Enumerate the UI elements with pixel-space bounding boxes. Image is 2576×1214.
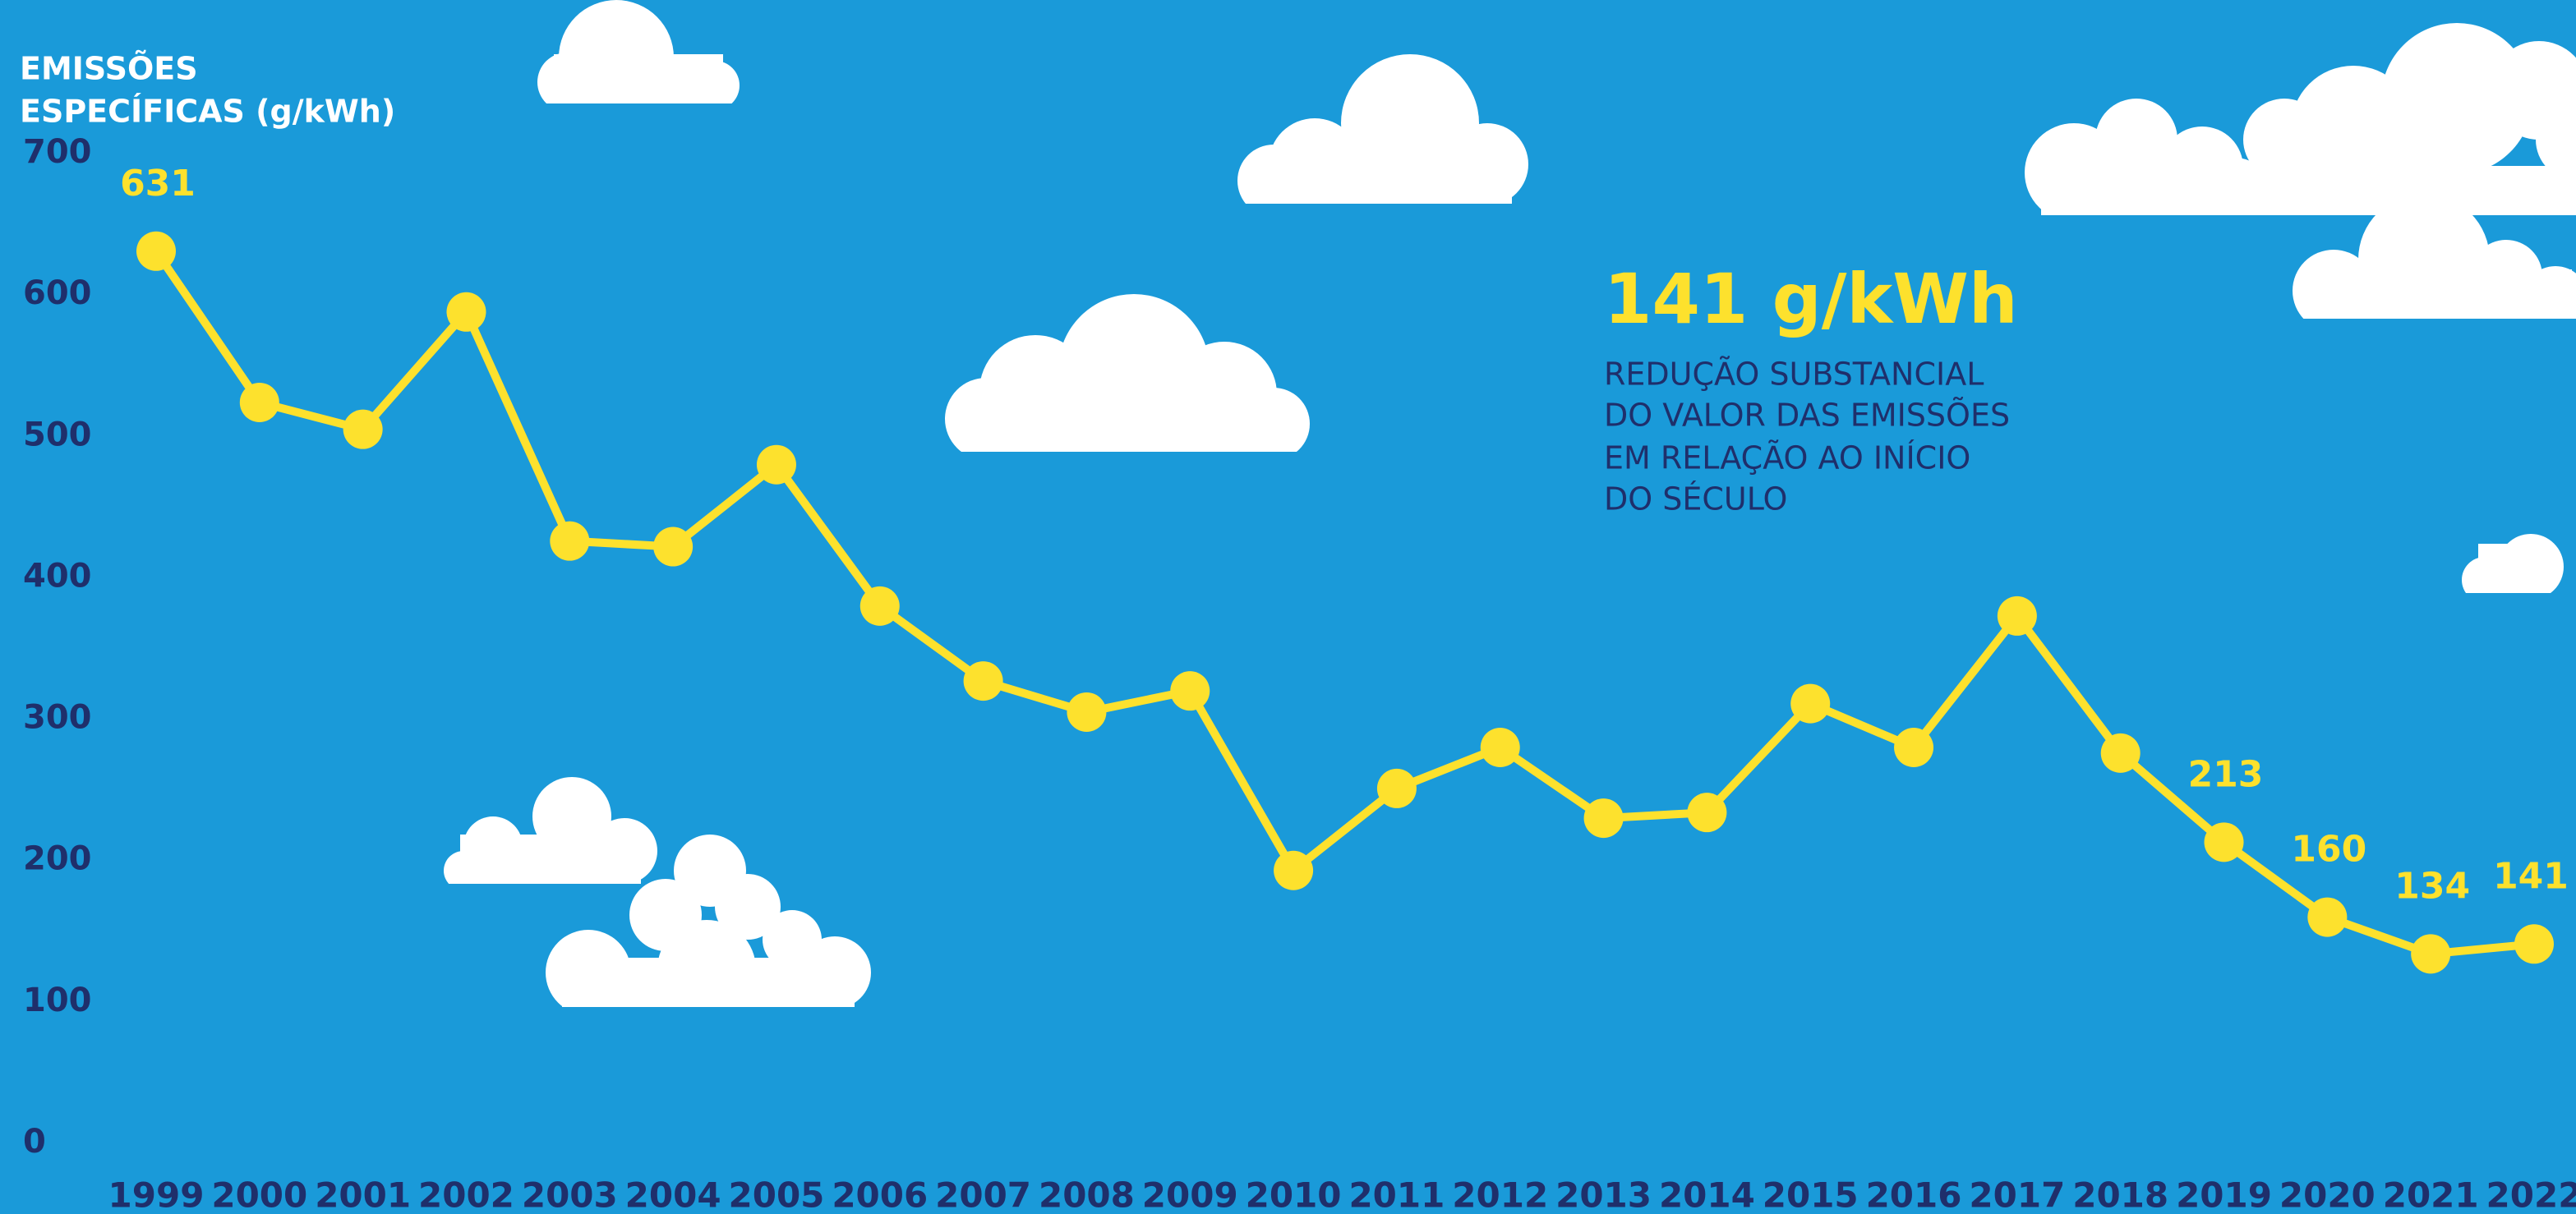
point	[2411, 934, 2451, 974]
cloud-base	[2041, 166, 2576, 215]
x-tick-label: 2011	[1348, 1175, 1445, 1214]
annotation-text: REDUÇÃO SUBSTANCIAL	[1604, 356, 1984, 393]
x-tick-label: 2012	[1452, 1175, 1548, 1214]
cloud	[945, 294, 1310, 452]
point	[1894, 728, 1934, 767]
x-tick-label: 2022	[2486, 1175, 2576, 1214]
point	[1997, 596, 2037, 636]
cloud-puff	[2536, 99, 2576, 181]
x-tick-label: 2021	[2383, 1175, 2479, 1214]
y-tick-label: 600	[23, 274, 92, 312]
cloud	[1237, 54, 1528, 204]
annotation-headline: 141 g/kWh	[1604, 259, 2018, 339]
x-tick-label: 2002	[418, 1175, 514, 1214]
y-tick-label: 500	[23, 416, 92, 453]
clouds	[444, 0, 2576, 1007]
cloud-puff	[715, 874, 781, 940]
x-tick-label: 2015	[1763, 1175, 1859, 1214]
y-axis-title: ESPECÍFICAS (g/kWh)	[20, 94, 395, 130]
cloud	[2462, 534, 2564, 593]
point	[1376, 768, 1417, 808]
point	[2204, 822, 2244, 862]
cloud-base	[961, 402, 1293, 452]
x-tick-label: 2018	[2072, 1175, 2168, 1214]
point	[1170, 671, 1210, 711]
cloud-base	[554, 54, 723, 103]
point	[136, 231, 176, 271]
annotation-text: DO SÉCULO	[1604, 481, 1787, 517]
point	[1687, 793, 1727, 833]
point	[343, 409, 383, 449]
x-tick-label: 2007	[935, 1175, 1031, 1214]
x-tick-label: 2005	[729, 1175, 825, 1214]
point	[756, 444, 796, 485]
x-tick-label: 2006	[832, 1175, 928, 1214]
point	[2307, 897, 2348, 937]
point	[2514, 924, 2554, 964]
point	[550, 521, 590, 561]
point	[859, 586, 900, 626]
point	[1583, 798, 1624, 839]
cloud-base	[460, 835, 641, 884]
x-tick-label: 2000	[211, 1175, 307, 1214]
y-tick-label: 300	[23, 699, 92, 737]
data-label: 631	[120, 163, 196, 205]
x-tick-label: 2013	[1555, 1175, 1652, 1214]
x-tick-label: 2010	[1246, 1175, 1342, 1214]
point	[963, 661, 1003, 701]
cloud-base	[2478, 544, 2547, 593]
x-tick-label: 2003	[522, 1175, 618, 1214]
point	[653, 527, 694, 567]
y-tick-label: 700	[23, 133, 92, 171]
cloud-base	[562, 958, 855, 1007]
data-label: 160	[2291, 829, 2366, 871]
data-label: 213	[2188, 753, 2264, 795]
cloud-base	[2309, 269, 2572, 319]
cloud	[2293, 194, 2576, 319]
x-tick-label: 1999	[108, 1175, 205, 1214]
cloud-base	[1254, 154, 1512, 204]
y-tick-label: 0	[23, 1123, 46, 1161]
x-tick-label: 2019	[2176, 1175, 2272, 1214]
x-tick-label: 2008	[1039, 1175, 1135, 1214]
x-tick-label: 2017	[1969, 1175, 2065, 1214]
point	[1790, 683, 1831, 724]
point	[1067, 692, 1107, 732]
cloud	[546, 835, 871, 1007]
y-axis-title: EMISSÕES	[20, 51, 198, 87]
point	[2100, 733, 2141, 773]
point	[1274, 850, 1314, 890]
cloud-puff	[2095, 99, 2177, 181]
y-tick-label: 400	[23, 557, 92, 595]
y-tick-label: 100	[23, 982, 92, 1019]
x-tick-label: 2004	[625, 1175, 721, 1214]
data-label: 141	[2493, 855, 2569, 897]
x-tick-label: 2016	[1866, 1175, 1962, 1214]
line	[152, 248, 2535, 959]
x-tick-label: 2014	[1659, 1175, 1755, 1214]
x-tick-label: 2009	[1142, 1175, 1238, 1214]
point	[239, 382, 279, 422]
point	[1480, 728, 1520, 767]
y-tick-label: 200	[23, 840, 92, 878]
annotation-text: EM RELAÇÃO AO INÍCIO	[1604, 440, 1970, 476]
cloud	[2025, 23, 2576, 215]
cloud	[444, 777, 657, 884]
x-tick-label: 2001	[315, 1175, 411, 1214]
data-label: 134	[2394, 865, 2470, 907]
annotation-text: DO VALOR DAS EMISSÕES	[1604, 398, 2010, 434]
x-tick-label: 2020	[2279, 1175, 2376, 1214]
cloud	[537, 0, 740, 103]
point	[446, 292, 486, 332]
